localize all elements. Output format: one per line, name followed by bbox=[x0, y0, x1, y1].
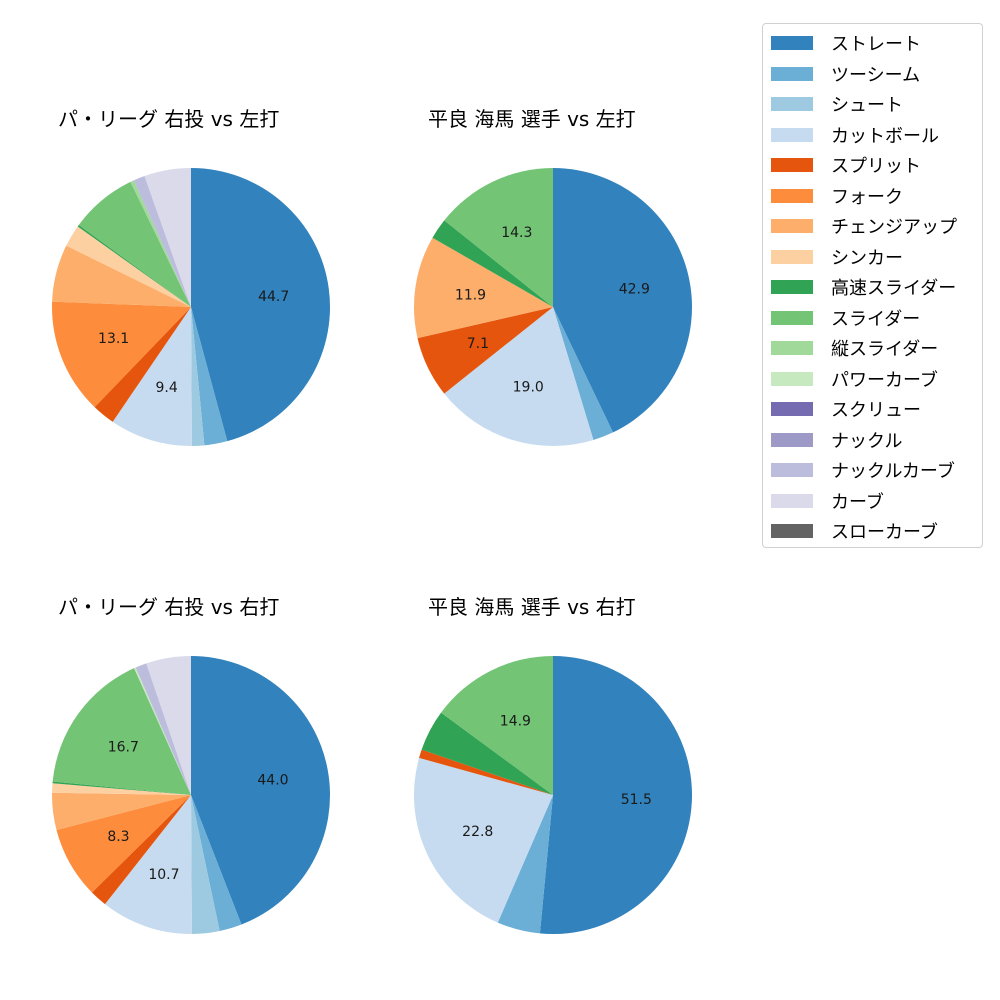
pie-slice bbox=[146, 656, 191, 795]
legend-item: スプリット bbox=[771, 154, 921, 177]
pie-slice bbox=[135, 663, 191, 795]
legend-swatch bbox=[771, 341, 813, 355]
chart-title: 平良 海馬 選手 vs 右打 bbox=[428, 595, 636, 619]
pie-slice bbox=[497, 795, 553, 934]
pie-slice bbox=[52, 301, 191, 408]
pie-slice bbox=[133, 176, 191, 307]
pie-slice bbox=[414, 237, 553, 339]
legend-item: チェンジアップ bbox=[771, 215, 957, 238]
chart-title: パ・リーグ 右投 vs 左打 bbox=[58, 107, 280, 131]
legend-swatch bbox=[771, 66, 813, 81]
legend-swatch bbox=[771, 402, 813, 416]
slice-label: 19.0 bbox=[513, 380, 544, 396]
legend-item: カットボール bbox=[771, 124, 939, 147]
pie-slice bbox=[134, 667, 191, 795]
pie-slice bbox=[52, 783, 192, 795]
legend-swatch bbox=[771, 219, 813, 233]
slice-label: 44.0 bbox=[257, 773, 288, 789]
pie-slice bbox=[52, 781, 191, 795]
legend-item: 縦スライダー bbox=[771, 337, 938, 360]
chart-title: 平良 海馬 選手 vs 左打 bbox=[428, 107, 636, 131]
legend-item: ナックル bbox=[771, 429, 902, 452]
slice-label: 9.4 bbox=[156, 380, 178, 396]
pie-slice bbox=[432, 220, 553, 307]
legend-item: シンカー bbox=[771, 246, 903, 269]
legend-item: パワーカーブ bbox=[771, 368, 938, 391]
legend-swatch bbox=[771, 463, 813, 477]
slice-label: 42.9 bbox=[619, 282, 650, 298]
pie-slice bbox=[112, 307, 192, 447]
legend-item: ツーシーム bbox=[771, 63, 920, 86]
slice-label: 44.7 bbox=[258, 289, 289, 305]
pie-slice bbox=[56, 795, 191, 893]
slice-label: 14.3 bbox=[501, 225, 532, 241]
legend-item: ストレート bbox=[771, 32, 921, 55]
legend-swatch bbox=[771, 36, 813, 50]
pie-slice bbox=[77, 225, 191, 307]
slice-label: 10.7 bbox=[148, 867, 179, 883]
pie-slice bbox=[191, 307, 205, 446]
pie-slice bbox=[444, 307, 594, 446]
pie-slice bbox=[66, 226, 191, 307]
slice-label: 51.5 bbox=[621, 792, 652, 808]
slice-label: 13.1 bbox=[98, 331, 129, 347]
pie-slice bbox=[553, 307, 613, 440]
pie-slice bbox=[52, 245, 191, 307]
pie-slice bbox=[419, 749, 553, 795]
pie-slice bbox=[144, 168, 191, 307]
pie-slice bbox=[414, 757, 553, 923]
pie-slice bbox=[191, 307, 228, 446]
slice-label: 8.3 bbox=[107, 829, 129, 845]
pie-slice bbox=[91, 795, 191, 905]
legend-swatch bbox=[771, 249, 813, 264]
pie-slice bbox=[191, 795, 220, 934]
legend-swatch bbox=[771, 97, 813, 111]
pie-slice bbox=[444, 168, 553, 307]
legend-swatch bbox=[771, 371, 813, 386]
legend: ストレート ツーシーム シュート カットボール スプリット フォーク チェンジア… bbox=[762, 23, 983, 548]
legend-swatch bbox=[771, 432, 813, 447]
legend-item: スローカーブ bbox=[771, 520, 938, 543]
slice-label: 14.9 bbox=[500, 714, 531, 730]
legend-item: スライダー bbox=[771, 307, 920, 330]
slice-label: 16.7 bbox=[108, 739, 139, 755]
legend-item: スクリュー bbox=[771, 398, 921, 421]
pie-slice bbox=[417, 307, 553, 394]
slice-label: 11.9 bbox=[455, 288, 486, 304]
pie-slice bbox=[539, 656, 692, 934]
legend-swatch bbox=[771, 127, 813, 142]
slice-label: 7.1 bbox=[467, 336, 489, 352]
legend-item: シュート bbox=[771, 93, 903, 116]
pie-slice bbox=[52, 668, 192, 795]
legend-swatch bbox=[771, 493, 813, 508]
legend-swatch bbox=[771, 158, 813, 172]
legend-swatch bbox=[771, 280, 813, 294]
legend-item: フォーク bbox=[771, 185, 903, 208]
slice-label: 22.8 bbox=[462, 824, 493, 840]
pie-slice bbox=[104, 795, 192, 934]
pie-slice bbox=[421, 712, 553, 795]
pie-slice bbox=[51, 792, 191, 831]
pie-slice bbox=[94, 307, 191, 422]
legend-swatch bbox=[771, 524, 813, 538]
legend-item: カーブ bbox=[771, 490, 884, 513]
chart-title: パ・リーグ 右投 vs 右打 bbox=[58, 595, 280, 619]
legend-item: 高速スライダー bbox=[771, 276, 956, 299]
legend-item: ナックルカーブ bbox=[771, 459, 955, 482]
pie-slice bbox=[130, 180, 191, 307]
legend-swatch bbox=[771, 310, 813, 325]
pie-slice bbox=[441, 656, 553, 795]
pie-slice bbox=[191, 795, 242, 932]
pie-slice bbox=[191, 656, 331, 925]
pie-slice bbox=[78, 181, 191, 307]
pie-slice bbox=[191, 168, 331, 442]
legend-swatch bbox=[771, 188, 813, 203]
pie-slice bbox=[553, 168, 692, 433]
